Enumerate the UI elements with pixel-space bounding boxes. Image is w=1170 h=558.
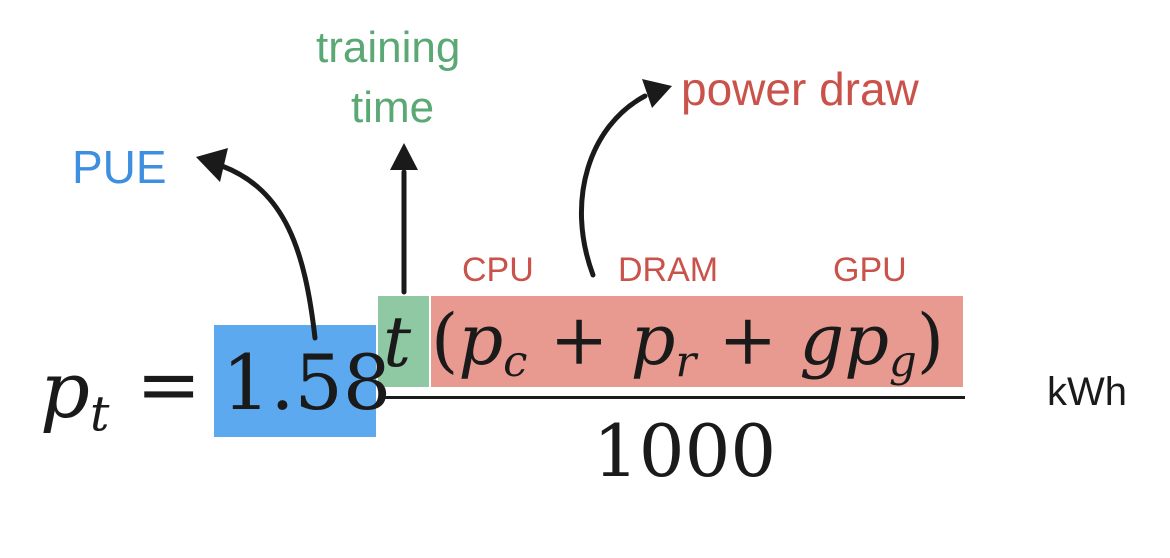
- lhs-subscript: t: [89, 386, 110, 443]
- training-label-line1: training: [316, 23, 461, 72]
- pue-value: 1.58: [222, 338, 392, 427]
- cpu-label: CPU: [462, 251, 534, 289]
- denominator: 1000: [593, 409, 777, 493]
- training-time-arrow-head: [390, 143, 418, 170]
- plus-sign-2: +: [718, 299, 778, 381]
- open-paren: (: [431, 299, 459, 381]
- power-draw-arrow-head: [642, 79, 672, 108]
- lhs-variable: pt: [40, 346, 110, 443]
- gpu-label: GPU: [833, 251, 907, 289]
- power-draw-arrow: [578, 93, 648, 278]
- power-draw-label: power draw: [681, 63, 919, 115]
- unit-label: kWh: [1047, 370, 1127, 414]
- pue-label: PUE: [72, 141, 167, 193]
- fraction-bar: [381, 396, 965, 399]
- pue-highlight-box: [214, 325, 376, 437]
- equals-sign: =: [136, 340, 202, 430]
- training-time-highlight-box: [378, 296, 429, 387]
- pg-variable: pg: [844, 299, 917, 388]
- pr-variable: pr: [630, 299, 697, 388]
- pc-variable: pc: [458, 299, 528, 388]
- pue-arrow-head: [196, 148, 228, 182]
- close-paren: ): [916, 299, 945, 381]
- numerator-expression: (pc + pr + gpg): [431, 305, 944, 384]
- gpu-count-variable: g: [799, 299, 845, 381]
- plus-sign-1: +: [549, 299, 609, 381]
- training-label-line2: time: [351, 83, 435, 132]
- dram-label: DRAM: [618, 251, 719, 289]
- power-draw-highlight-box: [431, 296, 963, 387]
- pue-arrow: [219, 163, 318, 341]
- time-variable: t: [383, 301, 412, 383]
